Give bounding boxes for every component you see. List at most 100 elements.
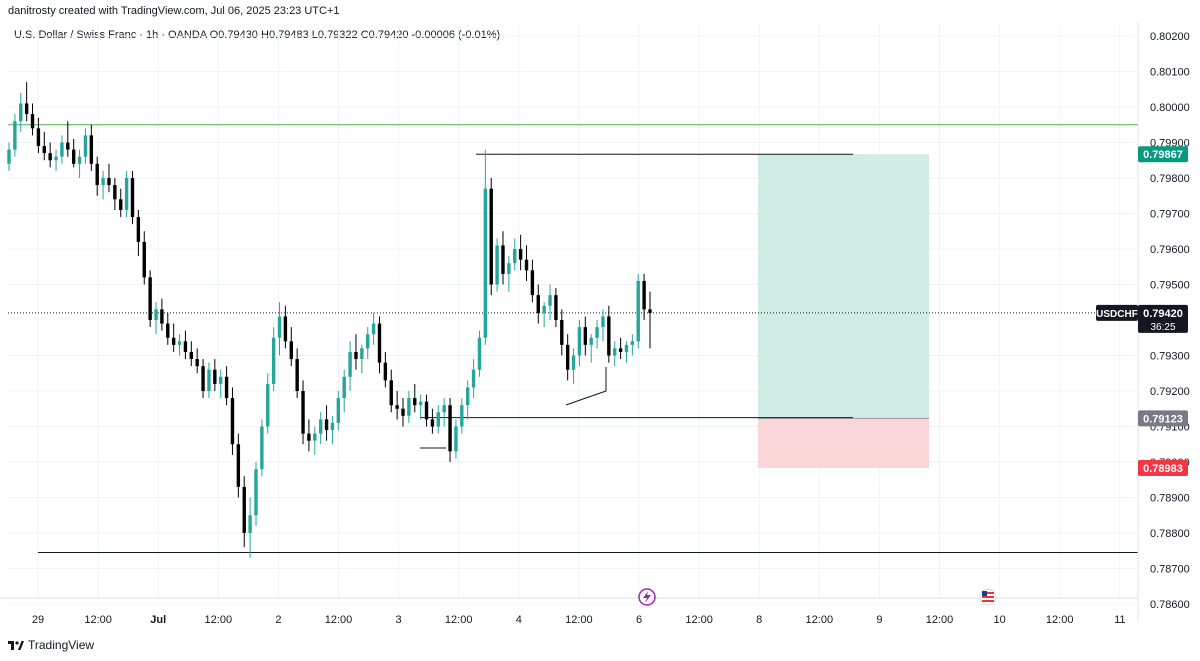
- candle-body: [577, 327, 582, 356]
- candle-body: [483, 188, 488, 338]
- flag-stripe: [982, 596, 994, 598]
- candle-body: [230, 398, 235, 445]
- candle-body: [283, 316, 288, 342]
- candle-body: [536, 295, 540, 313]
- candle-body: [630, 341, 635, 345]
- candle-body: [260, 426, 264, 470]
- y-tick-label: 0.80200: [1150, 31, 1190, 43]
- candle-body: [54, 156, 58, 161]
- candle-body: [418, 401, 423, 406]
- lightning-event-icon[interactable]: [638, 588, 656, 606]
- candle-body: [201, 366, 205, 391]
- candle-body: [354, 351, 358, 360]
- candle-body: [136, 217, 141, 242]
- loss-zone[interactable]: [758, 418, 929, 469]
- candle-body: [289, 341, 293, 360]
- candle-body: [436, 412, 440, 427]
- close-value: C0.79420: [360, 29, 409, 41]
- candle-body: [624, 344, 629, 352]
- candle-body: [36, 128, 41, 147]
- y-tick-label: 0.79300: [1150, 351, 1190, 363]
- candle-body: [89, 135, 94, 164]
- candle-body: [60, 142, 64, 157]
- y-tick-label: 0.79800: [1150, 173, 1190, 185]
- us-flag-icon[interactable]: [979, 588, 997, 606]
- candle-body: [171, 337, 176, 345]
- candle-body: [336, 398, 341, 423]
- entry-price-label: 0.79123: [1143, 413, 1183, 425]
- candle-body: [371, 323, 376, 335]
- y-tick-label: 0.78600: [1150, 599, 1190, 611]
- candle-body: [448, 405, 452, 452]
- candle-body: [424, 401, 429, 420]
- candle-body: [113, 185, 117, 200]
- candle-body: [295, 359, 299, 391]
- candle-body: [24, 103, 29, 115]
- candle-body: [77, 156, 82, 164]
- drawings[interactable]: [420, 367, 607, 449]
- candle-body: [266, 383, 270, 427]
- candle-body: [242, 486, 246, 533]
- candle-body: [189, 351, 194, 360]
- position-zones[interactable]: [758, 154, 929, 469]
- price-chart[interactable]: 0.802000.801000.800000.799000.798000.797…: [0, 22, 1200, 634]
- candle-body: [636, 280, 640, 342]
- candle-body: [142, 241, 146, 278]
- grid: [8, 22, 1138, 605]
- x-tick-label: Jul: [150, 614, 166, 626]
- candle-body: [277, 316, 282, 338]
- candle-body: [507, 263, 511, 274]
- candle-body: [195, 359, 199, 367]
- candle-body: [360, 348, 364, 360]
- x-tick-label: 12:00: [84, 614, 112, 626]
- entry-price-label-bg: [1138, 410, 1188, 427]
- horizontal-lines[interactable]: [8, 124, 1138, 554]
- candle-body: [518, 249, 523, 260]
- y-tick-label: 0.79700: [1150, 209, 1190, 221]
- candle-body: [42, 146, 46, 154]
- y-tick-label: 0.80000: [1150, 102, 1190, 114]
- candle-body: [166, 323, 170, 338]
- x-tick-label: 11: [1114, 614, 1125, 626]
- candle-body: [571, 355, 576, 370]
- flag-stripe: [982, 592, 994, 594]
- symbol-tag-bg: [1096, 304, 1138, 321]
- candle-body: [642, 280, 646, 310]
- candle-body: [107, 178, 111, 186]
- x-tick-label: 12:00: [205, 614, 233, 626]
- candle-body: [30, 114, 35, 129]
- candle-body: [465, 387, 470, 406]
- candle-body: [560, 320, 564, 345]
- candle-body: [207, 369, 211, 391]
- price-labels: 0.79867 0.79123 0.78983 USDCHF 0.79420 36:25: [1096, 146, 1188, 477]
- countdown-label: 36:25: [1150, 322, 1175, 333]
- candle-body: [83, 135, 88, 157]
- candle-body: [513, 249, 517, 264]
- x-tick-label: 12:00: [685, 614, 713, 626]
- candle-body: [389, 380, 393, 406]
- candle-body: [471, 369, 476, 388]
- trendline-drawing[interactable]: [565, 367, 607, 406]
- lightning-bolt: [643, 591, 651, 603]
- candle-body: [248, 515, 252, 533]
- current-price-label: 0.79420: [1143, 308, 1183, 320]
- symbol-tag: USDCHF: [1096, 309, 1138, 320]
- candle-body: [430, 419, 435, 427]
- profit-zone[interactable]: [758, 154, 929, 419]
- candle-body: [330, 422, 335, 431]
- chart-area[interactable]: 0.80200 0.80100 0.80000 0.79900 0.79800 0.797…: [0, 22, 1200, 634]
- low-value: L0.79322: [311, 29, 358, 41]
- x-tick-label: 12:00: [926, 614, 954, 626]
- candle-body: [95, 163, 99, 186]
- candle-body: [313, 433, 317, 441]
- y-tick-label: 0.79500: [1150, 280, 1190, 292]
- candle-body: [366, 334, 370, 349]
- candle-body: [442, 405, 446, 413]
- candle-body: [554, 295, 558, 320]
- flag-canton: [982, 591, 987, 596]
- candle-body: [13, 121, 17, 150]
- candle-body: [119, 199, 123, 210]
- event-icons[interactable]: [638, 588, 997, 606]
- candle-body: [130, 178, 135, 218]
- candle-body: [101, 178, 105, 186]
